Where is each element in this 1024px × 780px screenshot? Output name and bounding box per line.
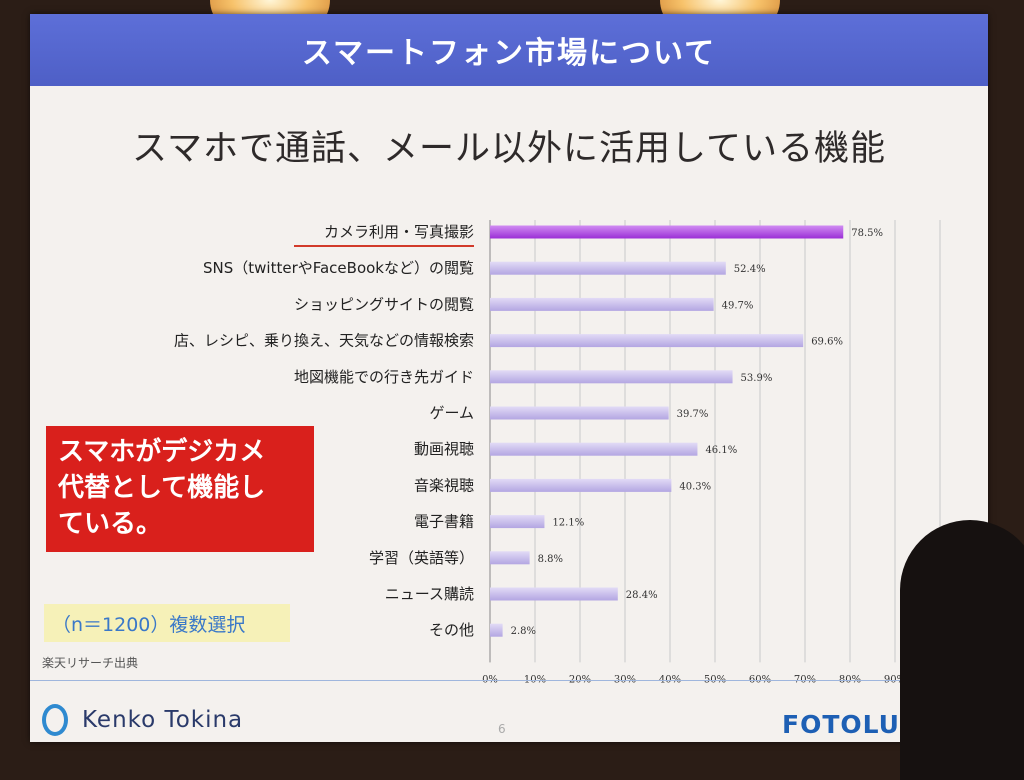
bar [490, 370, 733, 384]
kenko-tokina-logo: Kenko Tokina [42, 704, 243, 736]
x-tick-label: 30% [614, 674, 636, 684]
x-tick-label: 20% [569, 674, 591, 684]
bar [490, 478, 672, 492]
bar-chart: 0%10%20%30%40%50%60%70%80%90%100%カメラ利用・写… [174, 220, 954, 684]
data-label: 78.5% [851, 228, 883, 239]
bar [490, 587, 618, 601]
data-label: 28.4% [626, 590, 658, 601]
x-tick-label: 70% [794, 674, 816, 684]
category-label: ゲーム [429, 404, 474, 422]
x-tick-label: 10% [524, 674, 546, 684]
slide-header: スマートフォン市場について [30, 14, 988, 86]
bar [490, 334, 804, 348]
category-label: 地図機能での行き先ガイド [294, 368, 474, 386]
data-label: 46.1% [705, 445, 737, 456]
x-tick-label: 60% [749, 674, 771, 684]
bar [490, 261, 726, 275]
callout-box: スマホがデジカメ 代替として機能し ている。 [46, 426, 314, 552]
page-number: 6 [498, 722, 506, 736]
bar [490, 442, 698, 456]
callout-line: スマホがデジカメ [58, 437, 266, 467]
fotolu-logo: FOTOLU [782, 710, 900, 739]
source-credit: 楽天リサーチ出典 [42, 656, 139, 670]
bar [490, 406, 669, 420]
callout-line: 代替として機能し [58, 473, 266, 503]
data-label: 53.9% [741, 373, 773, 384]
x-tick-label: 40% [659, 674, 681, 684]
data-label: 69.6% [811, 337, 843, 348]
x-tick-label: 90% [884, 674, 906, 684]
category-label: カメラ利用・写真撮影 [324, 223, 474, 241]
bar [490, 515, 545, 529]
data-label: 49.7% [722, 300, 754, 311]
category-label: ショッピングサイトの閲覧 [294, 295, 474, 313]
category-label: 店、レシピ、乗り換え、天気などの情報検索 [174, 332, 474, 350]
category-label: 学習（英語等） [369, 549, 474, 567]
data-label: 8.8% [538, 554, 563, 565]
logo-ring-icon [42, 704, 68, 736]
category-label: ニュース購読 [385, 585, 474, 603]
x-tick-label: 0% [482, 674, 498, 684]
brand-name-left: Kenko Tokina [82, 707, 244, 733]
data-label: 2.8% [511, 626, 536, 637]
bar [490, 551, 530, 565]
bar [490, 297, 714, 311]
category-label: SNS（twitterやFaceBookなど）の閲覧 [203, 259, 474, 277]
sample-note: （n＝1200）複数選択 [44, 604, 290, 642]
x-tick-label: 50% [704, 674, 726, 684]
category-label: その他 [429, 621, 474, 639]
data-label: 40.3% [679, 481, 711, 492]
slide-title: スマホで通話、メール以外に活用している機能 [132, 129, 886, 169]
footer-divider [30, 680, 988, 681]
bar [490, 225, 844, 239]
callout-line: ている。 [58, 509, 163, 539]
data-label: 39.7% [677, 409, 709, 420]
category-label: 電子書籍 [414, 513, 474, 531]
data-label: 12.1% [552, 518, 584, 529]
category-label: 動画視聴 [414, 440, 474, 458]
x-tick-label: 80% [839, 674, 861, 684]
audience-silhouette [900, 520, 1024, 780]
category-label: 音楽視聴 [414, 476, 474, 494]
data-label: 52.4% [734, 264, 766, 275]
bar [490, 623, 503, 637]
slide: スマートフォン市場について スマホで通話、メール以外に活用している機能 0% 10… [30, 14, 988, 742]
